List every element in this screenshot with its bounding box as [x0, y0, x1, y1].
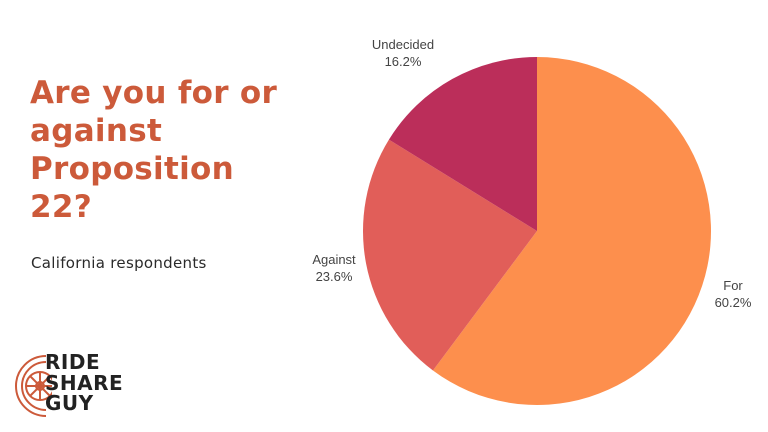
label-for-name: For — [723, 278, 743, 293]
label-undecided-pct: 16.2% — [384, 54, 422, 69]
rideshare-guy-logo: RIDE SHARE GUY — [12, 352, 152, 422]
pie-slice-for — [432, 57, 711, 405]
label-against-name: Against — [312, 252, 356, 267]
label-for-pct: 60.2% — [714, 295, 752, 310]
pie-slice-against — [363, 139, 537, 371]
logo-text: RIDE SHARE GUY — [45, 352, 123, 414]
label-undecided: Undecided 16.2% — [358, 36, 448, 70]
pie-slice-undecided — [388, 56, 537, 231]
logo-line-share: SHARE — [45, 370, 124, 395]
page-subtitle: California respondents — [31, 254, 207, 272]
label-undecided-name: Undecided — [371, 37, 435, 52]
page-title: Are you for or against Proposition 22? — [30, 75, 278, 225]
logo-line-ride: RIDE — [45, 350, 101, 374]
logo-line-guy: GUY — [45, 391, 94, 415]
label-for: For 60.2% — [703, 277, 763, 311]
label-against-pct: 23.6% — [315, 269, 353, 284]
label-against: Against 23.6% — [299, 251, 369, 285]
wheel-icon — [15, 355, 52, 417]
